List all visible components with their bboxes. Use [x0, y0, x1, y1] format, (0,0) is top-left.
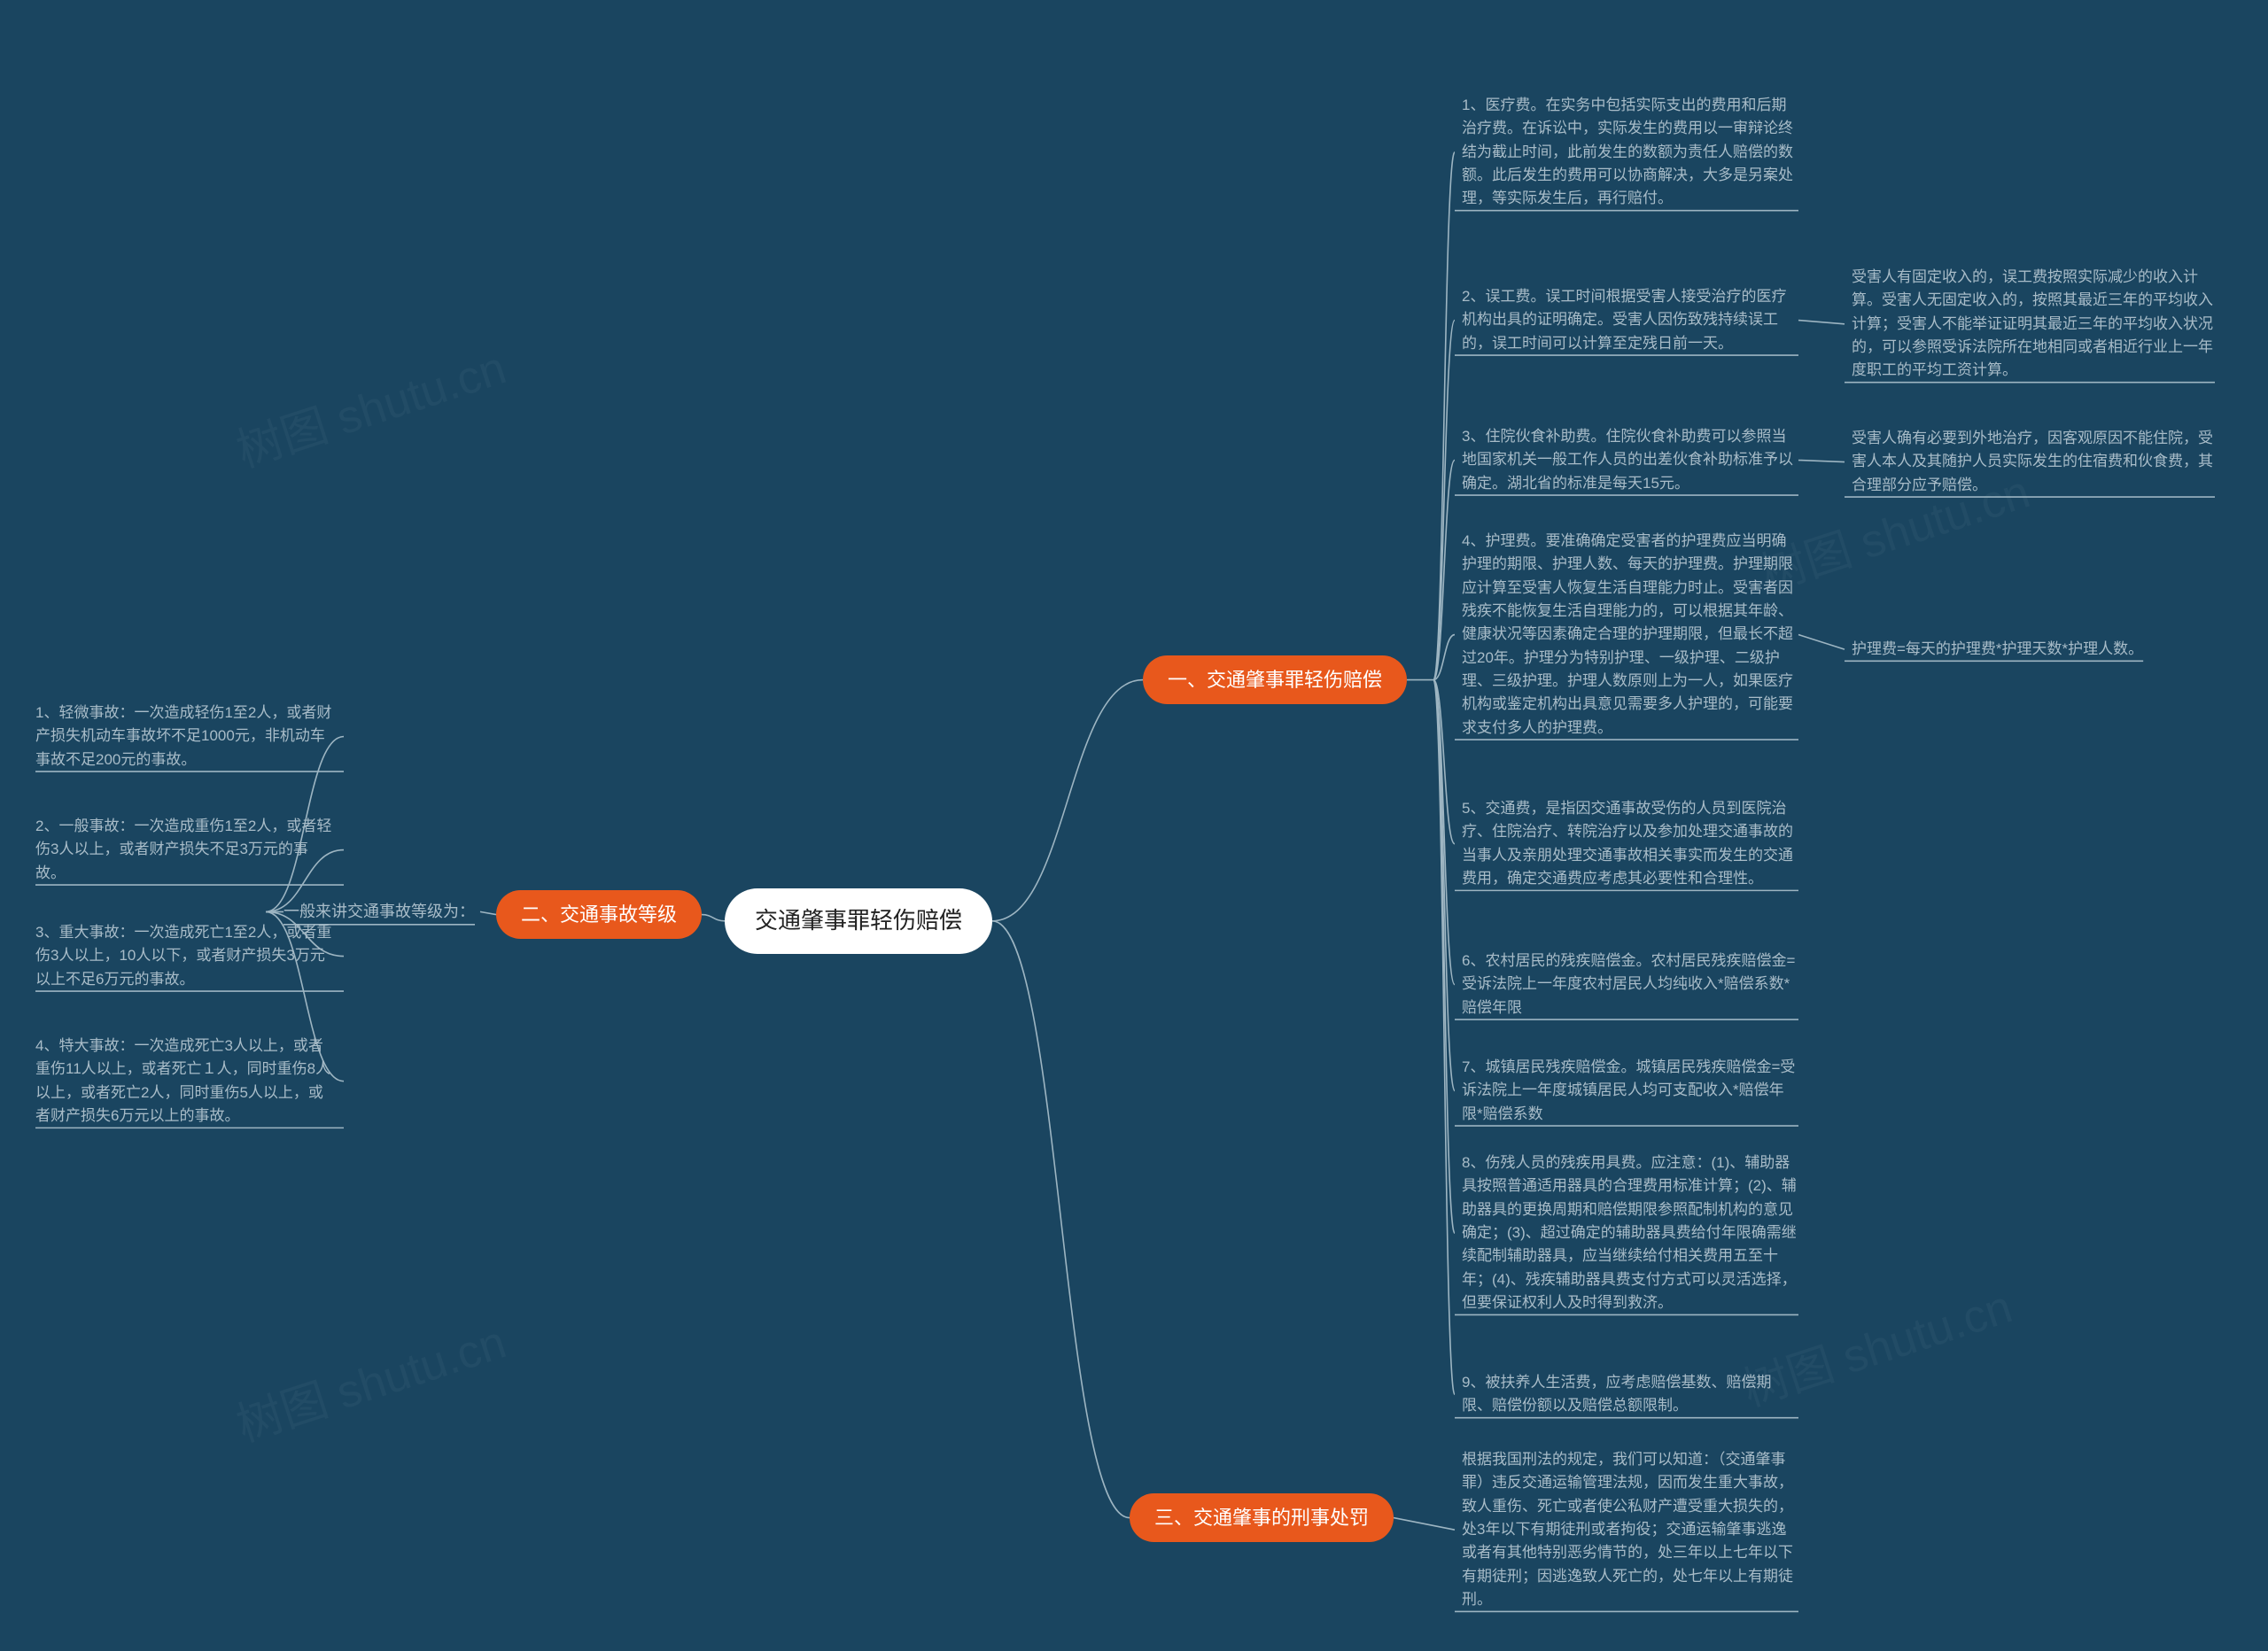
mindmap-edges: [0, 0, 2268, 1651]
b1-item-3: 3、住院伙食补助费。住院伙食补助费可以参照当地国家机关一般工作人员的出差伙食补助…: [1462, 425, 1798, 495]
b2-item-2: 2、一般事故：一次造成重伤1至2人，或者轻伤3人以上，或者财产损失不足3万元的事…: [35, 815, 337, 885]
branch-1: 一、交通肇事罪轻伤赔偿: [1143, 655, 1407, 704]
b2-item-3: 3、重大事故：一次造成死亡1至2人，或者重伤3人以上，10人以下，或者财产损失3…: [35, 921, 337, 991]
b1-item-2-sub: 受害人有固定收入的，误工费按照实际减少的收入计算。受害人无固定收入的，按照其最近…: [1852, 266, 2215, 383]
b2-item-4: 4、特大事故：一次造成死亡3人以上，或者重伤11人以上，或者死亡１人，同时重伤8…: [35, 1035, 337, 1128]
b1-item-4: 4、护理费。要准确确定受害者的护理费应当明确护理的期限、护理人数、每天的护理费。…: [1462, 530, 1798, 740]
root-node: 交通肇事罪轻伤赔偿: [725, 888, 992, 954]
b1-item-7: 7、城镇居民残疾赔偿金。城镇居民残疾赔偿金=受诉法院上一年度城镇居民人均可支配收…: [1462, 1056, 1798, 1126]
b1-item-2: 2、误工费。误工时间根据受害人接受治疗的医疗机构出具的证明确定。受害人因伤致残持…: [1462, 285, 1798, 355]
branch-3: 三、交通肇事的刑事处罚: [1130, 1493, 1394, 1542]
b1-item-4-sub: 护理费=每天的护理费*护理天数*护理人数。: [1852, 638, 2143, 661]
b1-item-3-sub: 受害人确有必要到外地治疗，因客观原因不能住院，受害人本人及其随护人员实际发生的住…: [1852, 427, 2215, 497]
b3-item: 根据我国刑法的规定，我们可以知道：（交通肇事罪）违反交通运输管理法规，因而发生重…: [1462, 1448, 1798, 1611]
b1-item-9: 9、被扶养人生活费，应考虑赔偿基数、赔偿期限、赔偿份额以及赔偿总额限制。: [1462, 1371, 1798, 1418]
b1-item-8: 8、伤残人员的残疾用具费。应注意：(1)、辅助器具按照普通适用器具的合理费用标准…: [1462, 1151, 1798, 1314]
b1-item-1: 1、医疗费。在实务中包括实际支出的费用和后期治疗费。在诉讼中，实际发生的费用以一…: [1462, 94, 1798, 211]
b1-item-5: 5、交通费，是指因交通事故受伤的人员到医院治疗、住院治疗、转院治疗以及参加处理交…: [1462, 797, 1798, 890]
b2-item-1: 1、轻微事故：一次造成轻伤1至2人，或者财产损失机动车事故坏不足1000元，非机…: [35, 701, 337, 771]
branch-2: 二、交通事故等级: [496, 890, 702, 939]
b1-item-6: 6、农村居民的残疾赔偿金。农村居民残疾赔偿金=受诉法院上一年度农村居民人均纯收入…: [1462, 950, 1798, 1019]
